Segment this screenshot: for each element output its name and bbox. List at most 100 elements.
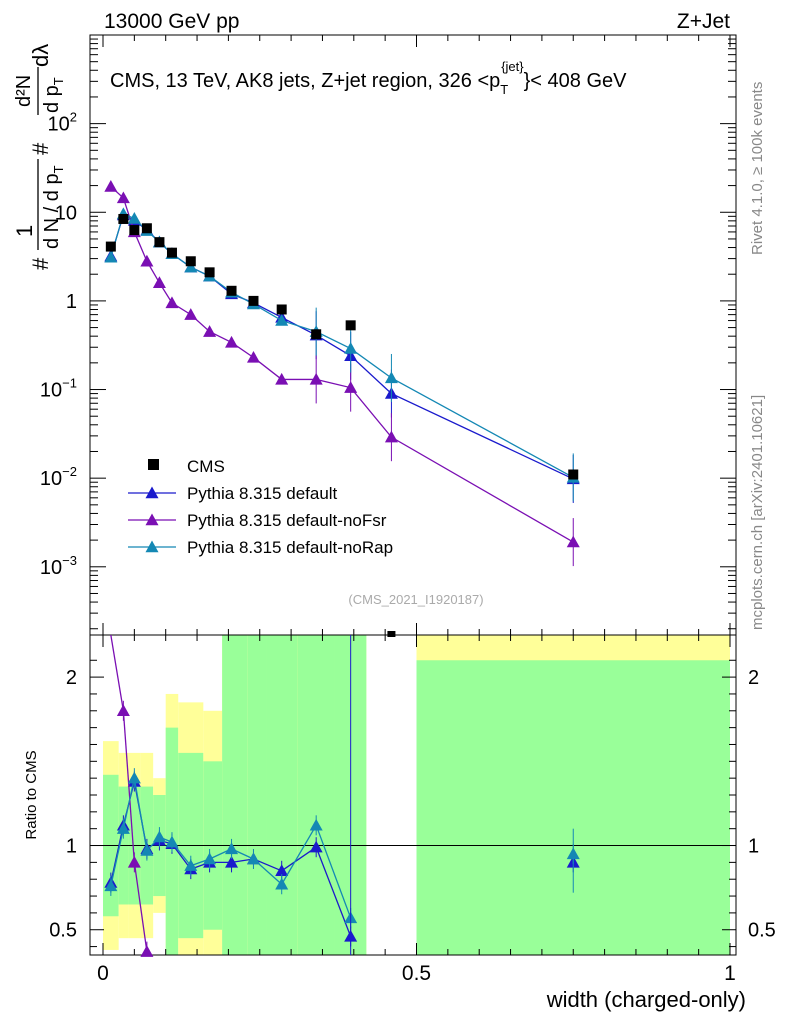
ratio-line-noRap: [133, 778, 148, 851]
point-noFsr: [184, 308, 198, 320]
point-cms: [345, 320, 356, 331]
ratio-tick-label: 0.5: [748, 920, 776, 942]
ratio-line-default: [110, 825, 125, 883]
point-noFsr: [165, 296, 179, 309]
axes: 0 0.5 1 102 10 1 10−1 10−2 10−3 2 2 1 1 0.5 0.5: [40, 35, 776, 985]
point-noFsr: [309, 372, 323, 385]
svg-text:#: #: [28, 257, 53, 270]
point-cms: [154, 237, 165, 248]
point-noFsr: [152, 276, 166, 289]
point-noRap: [104, 250, 118, 263]
ratio-tick-label: 2: [66, 667, 77, 689]
ratio-line-noRap: [110, 828, 125, 887]
ratio-point-noRap: [309, 818, 323, 831]
point-noFsr: [203, 325, 217, 337]
point-cms: [105, 241, 116, 252]
y-tick-label: 1: [66, 291, 77, 313]
series-line-noRap: [110, 212, 574, 478]
point-noFsr: [140, 254, 154, 267]
point-cms: [311, 329, 322, 340]
legend-label-noRap: Pythia 8.315 default-noRap: [187, 538, 393, 557]
band-green: [222, 635, 248, 955]
point-cms: [185, 256, 196, 267]
band-green: [416, 660, 730, 955]
y-axis-label: # 1 d N / d pT # d²N d pT dλ: [12, 44, 66, 270]
point-cms: [118, 213, 129, 224]
y-tick-label: 10−3: [40, 553, 77, 579]
ratio-point-noRap: [203, 852, 217, 865]
ratio-line-noRap: [281, 824, 317, 885]
point-noRap: [344, 342, 358, 354]
ratio-tick-label: 1: [748, 836, 759, 858]
ratio-tick-label: 2: [748, 667, 759, 689]
svg-text:d N / d pT: d N / d pT: [41, 165, 66, 249]
point-cms: [248, 295, 259, 306]
ratio-point-noFsr: [140, 945, 154, 957]
band-green: [266, 635, 298, 955]
legend: CMS Pythia 8.315 default Pythia 8.315 defa…: [128, 457, 393, 557]
series-line-noFsr: [110, 186, 574, 543]
ratio-point-default: [275, 864, 289, 876]
point-noRap: [127, 212, 141, 224]
svg-text:d²N: d²N: [13, 75, 35, 107]
point-cms-offscale: [387, 631, 396, 637]
ratio-line-noRap: [315, 825, 352, 919]
point-cms: [141, 223, 152, 234]
legend-cms-label: CMS: [187, 457, 225, 476]
point-noFsr: [225, 335, 239, 348]
point-noFsr: [344, 381, 358, 393]
point-cms: [226, 285, 237, 296]
legend-marker-noFsr: [145, 513, 159, 526]
ratio-point-noRap: [225, 842, 239, 855]
point-noFsr: [246, 350, 260, 363]
ratio-point-noRap: [127, 771, 141, 784]
ratio-point-noFsr: [116, 704, 130, 716]
ratio-y-axis-label: Ratio to CMS: [23, 750, 40, 839]
ratio-point-noRap: [152, 830, 166, 843]
data-marks: [104, 180, 580, 957]
ratio-point-default: [225, 855, 239, 868]
x-axis-label: width (charged-only): [546, 987, 746, 1012]
ratio-line-noFsr: [133, 862, 148, 952]
ratio-point-noRap: [275, 877, 289, 890]
y-tick-label: 10−2: [40, 464, 77, 490]
point-noRap: [184, 260, 198, 273]
analysis-id: (CMS_2021_I1920187): [348, 592, 483, 607]
ratio-tick-label: 0.5: [49, 920, 77, 942]
point-noFsr: [384, 430, 398, 443]
legend-marker-default: [145, 486, 159, 499]
point-cms: [276, 304, 287, 315]
point-noRap: [384, 371, 398, 384]
point-noRap: [275, 314, 289, 326]
ratio-point-noFsr: [127, 855, 141, 868]
svg-text:#: #: [28, 142, 53, 155]
y-tick-label: 102: [48, 110, 77, 136]
point-cms: [166, 247, 177, 258]
point-cms: [204, 267, 215, 278]
ratio-line-noRap: [122, 778, 135, 829]
ratio-tick-label: 1: [66, 836, 77, 858]
svg-text:d pT: d pT: [41, 77, 66, 113]
y-tick-label: 10: [55, 202, 77, 224]
ratio-point-noRap: [246, 852, 260, 865]
ratio-point-noRap: [104, 879, 118, 892]
svg-text:1: 1: [12, 225, 37, 237]
ratio-line-noFsr: [110, 634, 125, 711]
mcplots-label: mcplots.cern.ch [arXiv:2401.10621]: [749, 395, 766, 630]
x-tick-label: 0.5: [402, 962, 431, 985]
header-left: 13000 GeV pp: [104, 10, 239, 33]
point-noFsr: [275, 372, 289, 385]
point-noFsr: [104, 180, 118, 192]
header-right: Z+Jet: [677, 10, 730, 33]
point-noFsr: [566, 535, 580, 548]
point-noFsr: [116, 191, 130, 204]
band-green: [297, 635, 335, 955]
ratio-point-noRap: [165, 835, 179, 848]
ratio-uncertainty-bands: [103, 635, 730, 955]
point-cms: [129, 225, 140, 236]
y-tick-label: 10−1: [40, 376, 77, 402]
legend-label-noFsr: Pythia 8.315 default-noFsr: [187, 511, 387, 530]
ratio-point-noRap: [140, 844, 154, 856]
legend-cms-marker: [148, 459, 159, 470]
